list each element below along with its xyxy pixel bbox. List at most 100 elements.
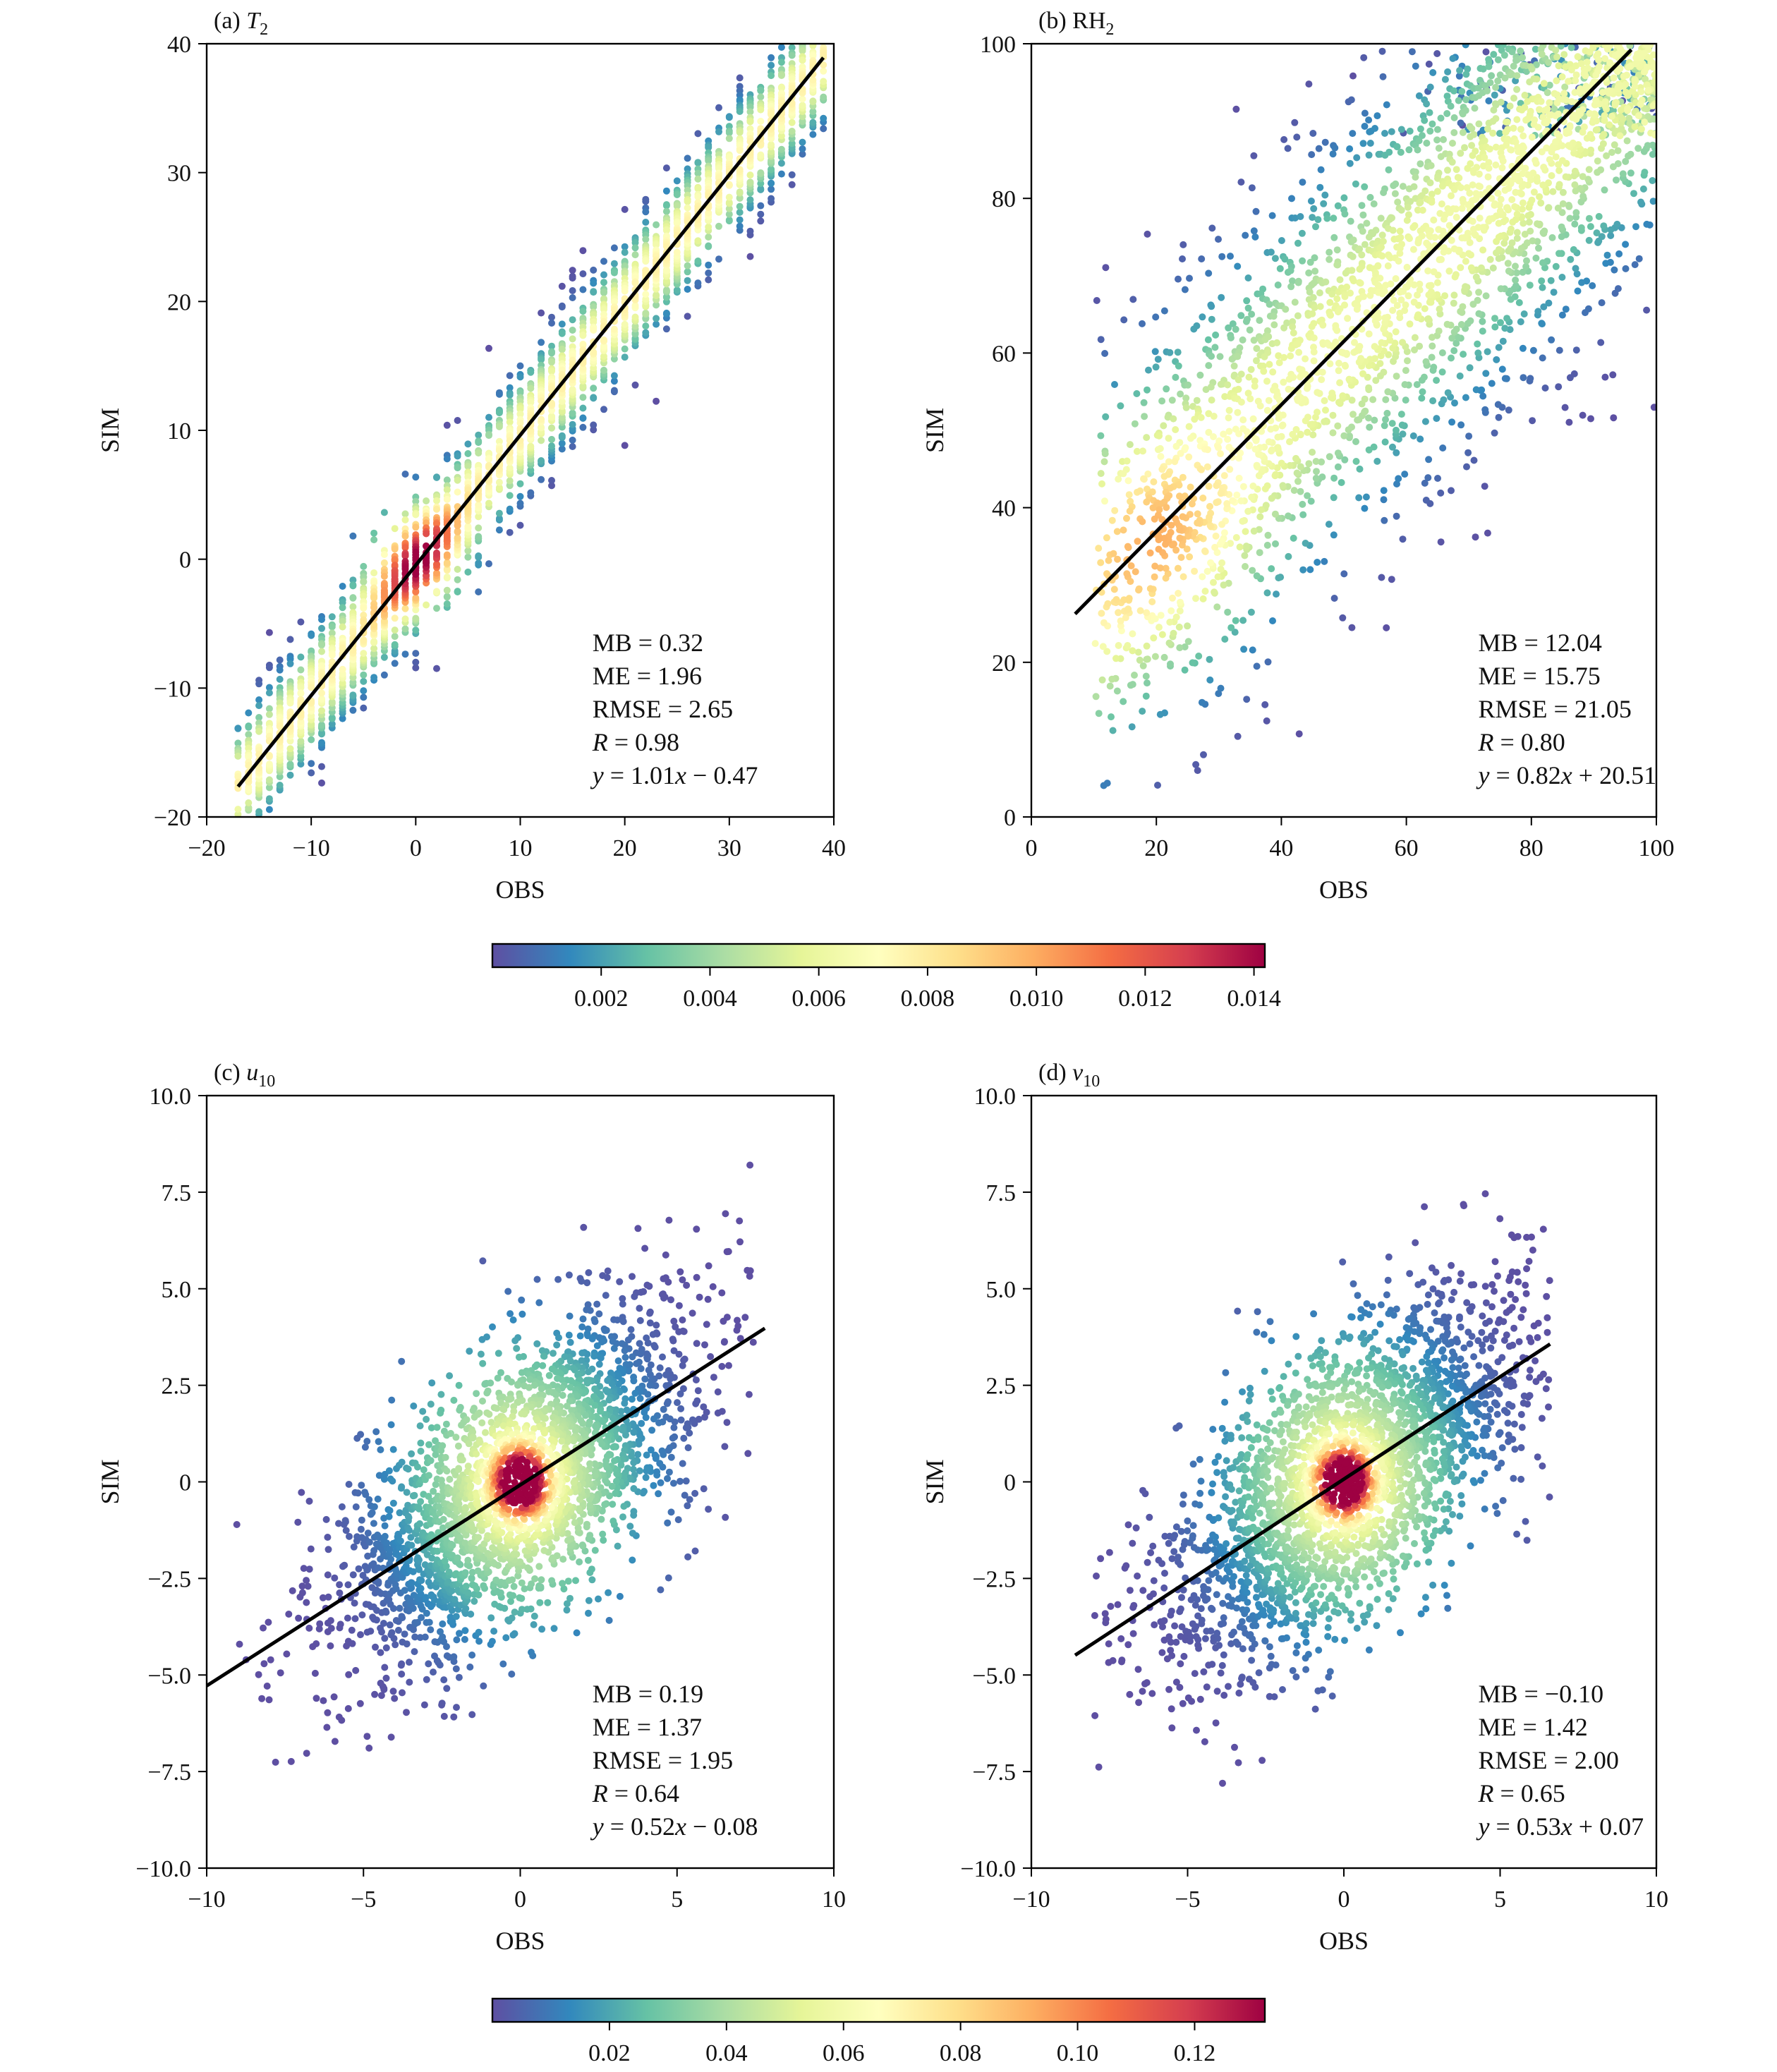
scatter-point	[1526, 281, 1534, 289]
scatter-point	[1625, 90, 1632, 97]
scatter-point	[1359, 370, 1366, 377]
scatter-point	[1152, 363, 1160, 371]
scatter-point	[1548, 336, 1555, 344]
scatter-point	[621, 442, 629, 449]
scatter-point	[245, 723, 253, 731]
scatter-point	[1275, 574, 1282, 582]
scatter-point	[538, 423, 545, 431]
scatter-point	[1139, 708, 1146, 715]
scatter-point	[1139, 662, 1147, 670]
scatter-point	[642, 296, 650, 303]
scatter-point	[1580, 123, 1588, 131]
scatter-point	[1168, 396, 1176, 404]
scatter-point	[1331, 144, 1339, 152]
scatter-point	[1191, 416, 1199, 423]
scatter-point	[1438, 368, 1446, 376]
scatter-point	[799, 47, 806, 54]
scatter-point	[1584, 305, 1592, 313]
scatter-point	[1421, 305, 1429, 313]
scatter-point	[538, 309, 545, 317]
scatter-point	[1545, 59, 1552, 66]
scatter-point	[1389, 443, 1396, 451]
scatter-point	[339, 715, 346, 722]
scatter-point	[1356, 265, 1364, 273]
scatter-point	[1205, 428, 1213, 436]
scatter-point	[1462, 71, 1470, 78]
scatter-point	[401, 552, 409, 559]
scatter-point	[684, 186, 691, 194]
scatter-point	[1466, 364, 1474, 372]
scatter-point	[475, 439, 483, 447]
scatter-point	[412, 473, 420, 481]
scatter-point	[286, 771, 294, 779]
scatter-point	[1326, 298, 1334, 306]
scatter-point	[1398, 421, 1406, 429]
scatter-point	[1567, 66, 1575, 74]
scatter-point	[255, 714, 263, 721]
scatter-point	[308, 760, 315, 768]
scatter-point	[1444, 68, 1452, 75]
scatter-point	[1417, 125, 1424, 133]
scatter-point	[684, 204, 691, 212]
scatter-point	[1234, 262, 1242, 270]
scatter-point	[1492, 83, 1500, 91]
scatter-point	[1644, 87, 1652, 95]
scatter-point	[777, 170, 785, 178]
scatter-point	[1389, 226, 1397, 234]
scatter-point	[1263, 406, 1271, 414]
scatter-point	[506, 418, 514, 426]
scatter-point	[1416, 286, 1424, 294]
scatter-point	[495, 515, 503, 522]
scatter-point	[265, 689, 273, 697]
scatter-point	[1341, 361, 1349, 369]
scatter-point	[1606, 121, 1613, 128]
scatter-point	[318, 695, 325, 703]
scatter-point	[1230, 362, 1238, 370]
scatter-point	[1265, 438, 1273, 446]
scatter-point	[1512, 277, 1520, 284]
scatter-point	[1092, 693, 1100, 701]
scatter-point	[1239, 517, 1247, 525]
scatter-point	[1239, 617, 1247, 624]
scatter-point	[610, 325, 618, 333]
scatter-point	[1572, 71, 1580, 79]
scatter-point	[610, 377, 618, 385]
scatter-point	[1402, 301, 1409, 309]
scatter-point	[768, 195, 775, 202]
scatter-point	[433, 497, 440, 504]
scatter-point	[1333, 295, 1341, 303]
scatter-point	[1309, 130, 1317, 137]
scatter-point	[757, 151, 765, 159]
scatter-point	[1184, 638, 1192, 646]
scatter-point	[1366, 423, 1373, 431]
scatter-point	[433, 665, 440, 672]
scatter-point	[234, 773, 242, 780]
scatter-point	[1508, 146, 1515, 154]
scatter-point	[569, 294, 576, 301]
scatter-point	[1347, 217, 1354, 225]
scatter-point	[1396, 310, 1404, 317]
scatter-point	[694, 258, 702, 265]
scatter-point	[234, 835, 241, 842]
scatter-point	[1519, 54, 1527, 61]
scatter-point	[1113, 687, 1121, 695]
scatter-point	[1304, 382, 1311, 390]
scatter-point	[1175, 623, 1183, 631]
scatter-point	[1583, 59, 1591, 66]
scatter-point	[443, 495, 451, 503]
scatter-point	[433, 549, 440, 557]
scatter-point	[1587, 223, 1594, 231]
scatter-point	[1528, 133, 1536, 141]
scatter-point	[1242, 543, 1250, 550]
scatter-point	[1538, 50, 1546, 58]
scatter-point	[1643, 220, 1651, 228]
scatter-point	[1489, 129, 1497, 137]
scatter-point	[809, 36, 816, 43]
scatter-point	[1399, 183, 1407, 190]
scatter-point	[277, 828, 284, 835]
scatter-point	[1448, 418, 1456, 426]
scatter-point	[1199, 313, 1206, 321]
scatter-point	[297, 761, 305, 768]
scatter-point	[1500, 52, 1508, 59]
scatter-point	[1133, 390, 1141, 397]
